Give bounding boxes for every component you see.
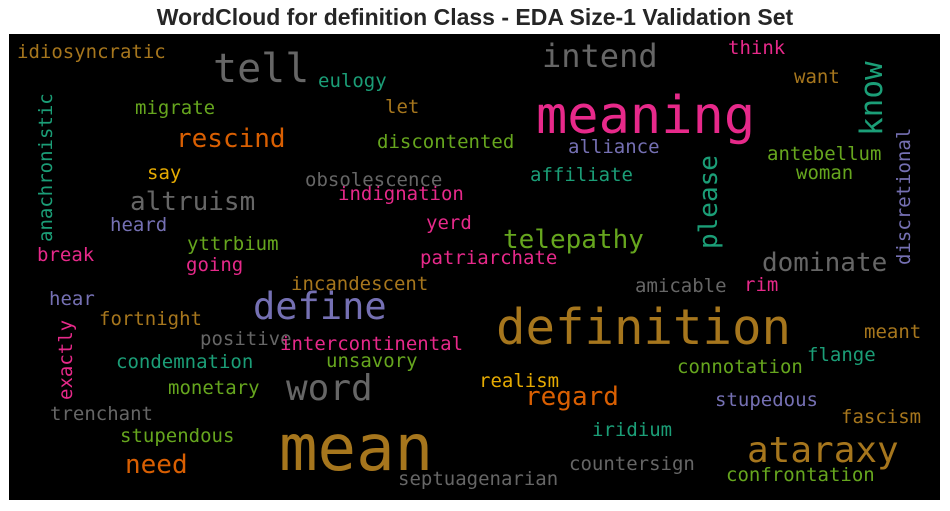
word-say: say bbox=[147, 162, 182, 184]
word-need: need bbox=[125, 450, 188, 480]
word-stupedous: stupedous bbox=[715, 389, 818, 411]
word-positive: positive bbox=[200, 328, 292, 350]
word-cloud: meaning mean definition tell word define atara… bbox=[9, 34, 940, 500]
word-yttrbium: yttrbium bbox=[187, 233, 279, 255]
word-regard: regard bbox=[525, 382, 619, 412]
word-iridium: iridium bbox=[592, 419, 673, 441]
word-exactly: exactly bbox=[55, 319, 77, 400]
word-amicable: amicable bbox=[635, 275, 727, 297]
word-break: break bbox=[37, 244, 95, 266]
word-trenchant: trenchant bbox=[50, 403, 153, 425]
word-incandescent: incandescent bbox=[291, 273, 429, 295]
word-anachronistic: anachronistic bbox=[35, 93, 57, 242]
word-want: want bbox=[794, 66, 840, 88]
word-indignation: indignation bbox=[338, 183, 464, 205]
word-septuagenarian: septuagenarian bbox=[398, 468, 559, 490]
word-heard: heard bbox=[110, 214, 168, 236]
word-eulogy: eulogy bbox=[318, 70, 387, 92]
word-let: let bbox=[385, 96, 420, 118]
word-stupendous: stupendous bbox=[120, 425, 235, 447]
word-know: know bbox=[854, 61, 890, 136]
word-word: word bbox=[286, 368, 373, 409]
word-fascism: fascism bbox=[841, 406, 922, 428]
word-migrate: migrate bbox=[135, 97, 216, 119]
word-condemnation: condemnation bbox=[116, 351, 254, 373]
word-think: think bbox=[728, 37, 786, 59]
word-obsolescence: obsolescence bbox=[305, 169, 443, 191]
word-mean: mean bbox=[279, 412, 434, 486]
chart-title: WordCloud for definition Class - EDA Siz… bbox=[156, 4, 794, 30]
word-confrontation: confrontation bbox=[726, 464, 875, 486]
word-intend: intend bbox=[542, 37, 658, 75]
word-definition: definition bbox=[496, 299, 792, 356]
word-discontented: discontented bbox=[377, 131, 515, 153]
word-idiosyncratic: idiosyncratic bbox=[17, 41, 166, 63]
word-going: going bbox=[186, 254, 244, 276]
word-intercontinental: intercontinental bbox=[280, 333, 464, 355]
word-woman: woman bbox=[796, 162, 854, 184]
word-altruism: altruism bbox=[130, 187, 256, 217]
word-flange: flange bbox=[807, 344, 876, 366]
word-rim: rim bbox=[744, 274, 779, 296]
word-countersign: countersign bbox=[569, 453, 695, 475]
word-hear: hear bbox=[49, 288, 95, 310]
word-meaning: meaning bbox=[536, 86, 756, 146]
word-tell: tell bbox=[213, 46, 310, 92]
word-discretional: discretional bbox=[893, 127, 915, 265]
word-fortnight: fortnight bbox=[99, 308, 202, 330]
word-define: define bbox=[253, 285, 387, 328]
word-meant: meant bbox=[864, 321, 922, 343]
word-telepathy: telepathy bbox=[503, 225, 644, 255]
word-dominate: dominate bbox=[762, 248, 888, 278]
word-alliance: alliance bbox=[568, 136, 660, 158]
word-antebellum: antebellum bbox=[767, 143, 882, 165]
word-realism: realism bbox=[479, 370, 560, 392]
word-monetary: monetary bbox=[168, 377, 260, 399]
word-please: please bbox=[694, 155, 724, 249]
word-connotation: connotation bbox=[677, 356, 803, 378]
word-unsavory: unsavory bbox=[326, 350, 418, 372]
word-affiliate: affiliate bbox=[530, 164, 633, 186]
word-yerd: yerd bbox=[426, 212, 472, 234]
word-patriarchate: patriarchate bbox=[420, 247, 558, 269]
word-ataraxy: ataraxy bbox=[747, 430, 899, 471]
word-rescind: rescind bbox=[176, 124, 286, 154]
